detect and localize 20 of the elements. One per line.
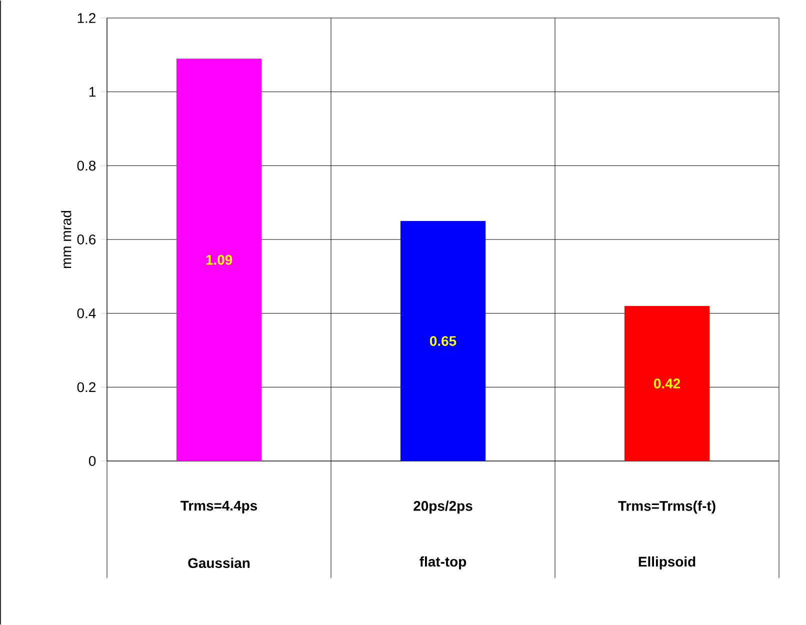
data-label: 0.42 (654, 378, 680, 388)
data-label: 1.09 (206, 254, 232, 265)
y-tick-label: 0.2 (77, 382, 96, 392)
text: 20ps/2ps (414, 500, 472, 514)
text: Trms=4.4ps (180, 500, 258, 514)
y-tick-label: 0.8 (77, 160, 96, 171)
y-tick-label: 0.4 (77, 308, 96, 318)
y-tick-label: 0 (88, 456, 96, 466)
x-tick-label: flat-top (420, 556, 466, 570)
y-axis-title: mm mrad (61, 210, 72, 268)
text: Trms=Trms(f-t) (618, 500, 716, 514)
y-tick-label: 1.2 (78, 13, 96, 23)
bar (624, 306, 710, 461)
data-label: 0.65 (430, 336, 456, 346)
y-tick-label: 0.6 (77, 234, 96, 244)
bar (400, 221, 486, 461)
y-tick-label: 1 (89, 87, 96, 97)
x-tick-label: Ellipsoid (638, 556, 696, 570)
bar (176, 58, 262, 461)
x-tick-label: Gaussian (188, 558, 250, 568)
